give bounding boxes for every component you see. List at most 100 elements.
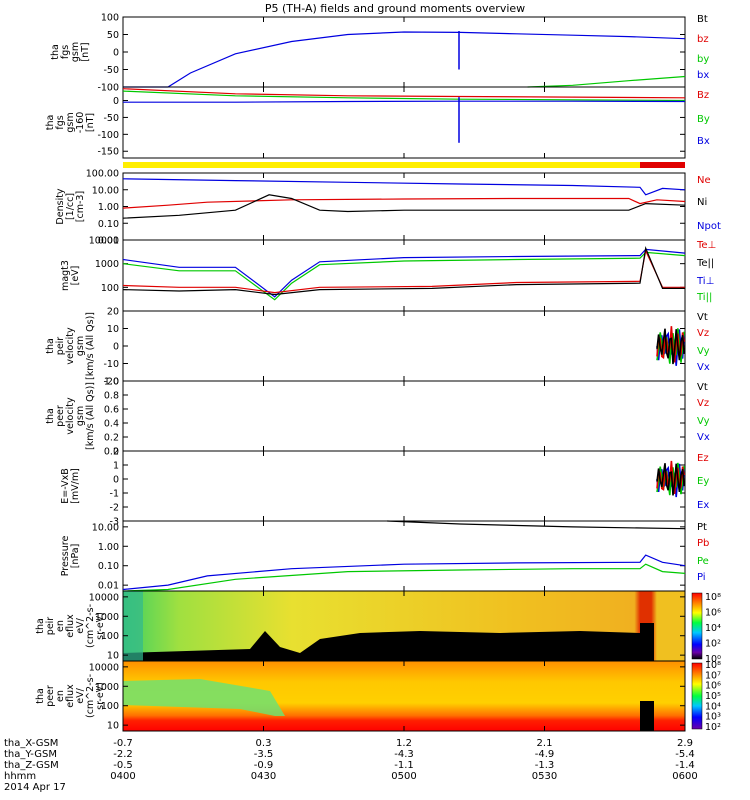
y-axis-label-line: peer (55, 405, 66, 427)
legend-entry: Vt (697, 382, 708, 393)
heatmap-ions-start (123, 591, 143, 661)
y-tick-label: -2 (110, 503, 119, 514)
panel-frame (122, 239, 686, 312)
series-line-Bz (122, 88, 686, 99)
y-tick-label: 1.0 (104, 377, 119, 388)
y-tick-label: 1 (113, 461, 119, 472)
y-axis-label-line: [nT] (80, 42, 91, 61)
y-axis-label-line: Pressure (60, 536, 71, 577)
y-tick-label: -50 (103, 113, 119, 124)
y-tick-label: -150 (97, 147, 119, 158)
y-axis-label: E=-VxB [mV/m] (60, 468, 81, 504)
y-tick-label: 10 (107, 324, 119, 335)
y-axis-label-line: fgs (60, 45, 71, 59)
y-axis-label-line: en (55, 690, 66, 702)
legend-entry: Pi (697, 572, 706, 583)
x-axis-footer: tha_X-GSM -0.7 0.3 1.2 2.1 2.9 tha_Y-GSM -2.2 -3… (4, 738, 698, 793)
y-tick-label: 0.2 (104, 433, 119, 444)
legend-entry: Vz (697, 328, 709, 339)
heatmap-electrons-gap (640, 701, 654, 731)
heatmap-ions-low-energy (123, 631, 640, 661)
burst-p7 (656, 462, 685, 496)
y-axis-label-line: -160 (75, 112, 86, 134)
series-line-Ti⊥ (122, 248, 686, 298)
y-tick-label: 0 (113, 475, 119, 486)
y-axis-label-line: E=-VxB (60, 468, 71, 503)
heatmap-electrons-green (123, 679, 285, 716)
legend-entry: Vx (697, 432, 710, 443)
xaxis-row-label: tha_Y-GSM (4, 749, 57, 760)
colorbar-tick-label: 10⁰ (705, 654, 721, 665)
y-tick-label: 1000 (95, 682, 119, 693)
colorbar-tick-label: 10² (705, 638, 721, 649)
legend-entry: Ex (697, 500, 709, 511)
colorbar-tick-label: 10⁶ (705, 607, 721, 618)
xaxis-value: -5.4 (675, 749, 695, 760)
y-tick-label: -3 (110, 517, 119, 528)
colorbar (691, 662, 703, 730)
colorbar-tick-label: 10⁴ (705, 701, 721, 712)
y-tick-label: 1000 (95, 612, 119, 623)
legend-entry: Pt (697, 522, 707, 533)
y-axis-label: tha peir velocity gsm [km/s (All Qs)] (45, 312, 96, 380)
y-axis-label-line: [km/s (All Qs)] (85, 382, 96, 450)
y-axis-label-line: sr-eV) (95, 612, 106, 640)
legend-entry: Ni (697, 197, 707, 208)
series-line-Pi (122, 554, 686, 591)
y-axis-label-line: [mV/m] (70, 468, 81, 504)
y-tick-label: -100 (97, 130, 119, 141)
xaxis-value: 0400 (110, 771, 135, 782)
y-tick-label: 10 (107, 721, 119, 732)
y-axis-label-line: en (55, 620, 66, 632)
y-axis-label-line: peer (45, 685, 56, 707)
colorbar-tick-label: 10⁴ (705, 623, 721, 634)
y-axis-label-line: tha (45, 408, 56, 424)
xaxis-value: 0600 (672, 771, 697, 782)
y-tick-label: 10000 (89, 236, 119, 247)
y-axis-label-line: tha (45, 338, 56, 354)
xaxis-value: -4.9 (535, 749, 555, 760)
y-axis-label-line: tha (50, 44, 61, 60)
y-tick-label: 0.01 (98, 236, 119, 247)
y-axis-label-line: (cm^2-s- (85, 674, 96, 718)
y-axis-label: Density [1/cc] [cm-3] (55, 188, 86, 224)
panel-frame (122, 16, 686, 88)
legend-entry: By (697, 114, 710, 125)
xaxis-value: -2.2 (113, 749, 133, 760)
legend-entry: Te|| (696, 258, 714, 269)
colorbar-tick-label: 10⁸ (705, 592, 721, 603)
xaxis-value: -4.3 (394, 749, 414, 760)
y-axis-label: tha peir en eflux eV/(cm^2-s-sr-eV) (35, 604, 106, 648)
y-axis-label-line: tha (35, 618, 46, 634)
y-tick-label: 50 (107, 30, 119, 41)
xaxis-value: -1.4 (675, 760, 695, 771)
status-bar-yellow (123, 162, 640, 168)
y-tick-label: 0 (113, 342, 119, 353)
y-axis-label: tha peer en eflux eV/(cm^2-s-sr-eV) (35, 674, 106, 718)
status-bar-red (640, 162, 685, 168)
y-axis-label: Pressure [nPa] (60, 536, 81, 577)
y-axis-label-line: eflux (65, 684, 76, 708)
y-tick-label: 1.00 (98, 202, 119, 213)
y-tick-label: 2 (113, 447, 119, 458)
legend-entry: Ti|| (696, 292, 712, 303)
y-tick-label: 100 (101, 283, 119, 294)
chart-title: P5 (TH-A) fields and ground moments over… (265, 2, 525, 15)
series-line-Pe (122, 563, 686, 592)
xaxis-value: 0.3 (256, 738, 272, 749)
y-axis-label-line: [cm-3] (75, 191, 86, 222)
colorbar-tick-label: 10⁵ (705, 691, 721, 702)
panel-frame (122, 380, 686, 452)
y-tick-label: 100 (101, 701, 119, 712)
xaxis-value: -0.9 (254, 760, 274, 771)
legend-entry: Bt (697, 14, 708, 25)
y-axis-label: tha peer velocity gsm [km/s (All Qs)] (45, 382, 96, 450)
xaxis-date: 2014 Apr 17 (4, 782, 66, 793)
y-axis-label-line: gsm (75, 406, 86, 426)
y-tick-label: -20 (103, 377, 119, 388)
y-axis-label-line: Density (55, 188, 66, 224)
burst-p5 (656, 328, 685, 364)
